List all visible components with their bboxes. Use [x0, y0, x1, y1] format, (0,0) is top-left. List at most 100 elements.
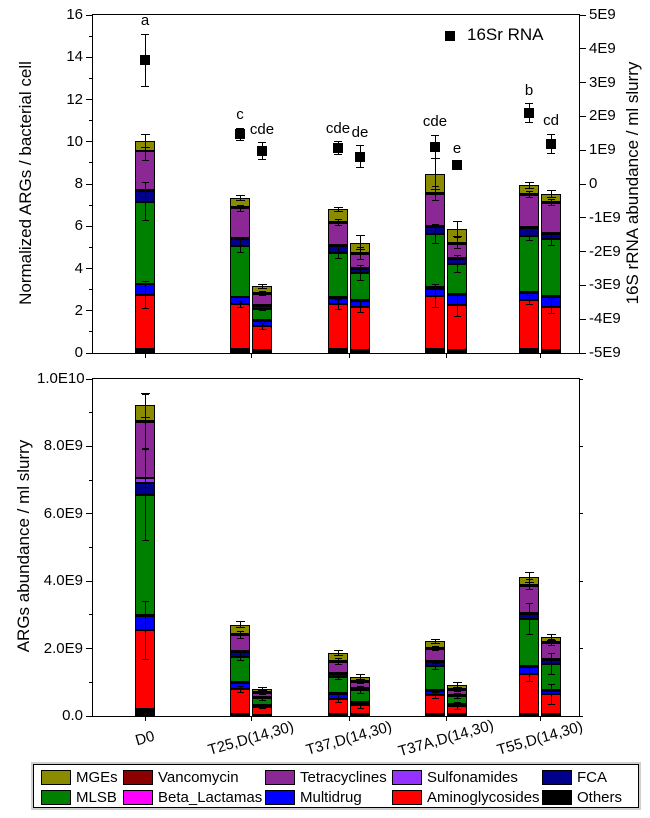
error-bar-cap [453, 692, 461, 694]
error-bar-line [434, 663, 436, 670]
error-bar-cap [334, 141, 342, 143]
error-bar-line [144, 393, 146, 418]
y-axis-tick-label: 10 [66, 132, 83, 150]
error-bar-cap [356, 265, 364, 267]
error-bar-cap [430, 189, 440, 191]
error-bar-cap [453, 254, 461, 256]
error-bar-line [434, 692, 436, 699]
error-bar-line [144, 449, 146, 541]
right-y-axis-tick [579, 48, 586, 50]
error-bar-line [261, 687, 263, 691]
error-bar-line [239, 205, 241, 212]
error-bar-cap [355, 674, 365, 676]
error-bar-cap [141, 539, 149, 541]
error-bar-cap [356, 280, 364, 282]
error-bar-line [239, 631, 241, 639]
error-bar-line [359, 247, 361, 260]
error-bar-line [337, 658, 339, 665]
error-bar-cap [431, 243, 439, 245]
legend-item: Others [542, 789, 638, 806]
x-axis-tick [539, 716, 541, 721]
legend-swatch-aminoglycosides [392, 789, 422, 805]
error-bar-cap [257, 689, 267, 691]
error-bar-cap [547, 232, 555, 234]
error-bar-line [144, 281, 146, 309]
error-bar-line [528, 191, 530, 198]
x-axis-tick [348, 716, 350, 721]
error-bar-cap [453, 294, 461, 296]
bar-segment-others [350, 714, 370, 717]
bar-segment-others [328, 348, 348, 353]
right-y-axis-tick [579, 149, 586, 151]
error-bar-line [144, 394, 146, 449]
error-bar-cap [334, 245, 342, 247]
error-bar-cap [141, 182, 149, 184]
error-bar-line [239, 301, 241, 308]
error-bar-cap [431, 646, 439, 648]
series-legend: MGEs Vancomycin Tetracyclines Sulfonamides F… [33, 764, 639, 808]
error-bar-cap [258, 328, 266, 330]
error-bar-cap [452, 682, 462, 684]
legend-label: Others [577, 788, 623, 806]
error-bar-line [528, 665, 530, 682]
error-bar-cap [524, 187, 534, 189]
error-bar-cap [356, 683, 364, 685]
right-y-axis-tick [579, 352, 586, 354]
right-y-axis-tick-label: 0 [589, 175, 598, 192]
bar-segment-beta_lactamas [328, 297, 348, 300]
rna-legend-marker [445, 31, 455, 41]
right-y-axis-tick [579, 284, 586, 286]
error-bar-cap [453, 247, 461, 249]
significance-letter: c [236, 106, 244, 124]
error-bar-cap [452, 220, 462, 222]
error-bar-cap [524, 182, 534, 184]
error-bar-cap [356, 145, 364, 147]
error-bar-line [434, 186, 436, 201]
error-bar-cap [524, 581, 534, 583]
error-bar-cap [356, 692, 364, 694]
error-bar-cap [236, 630, 244, 632]
error-bar-line [359, 686, 361, 694]
error-bar-cap [453, 687, 461, 689]
error-bar-cap [546, 634, 556, 636]
right-y-axis-tick-label: -3E9 [589, 276, 621, 294]
significance-letter: de [351, 123, 369, 141]
error-bar-cap [258, 322, 266, 324]
error-bar-line [337, 673, 339, 680]
bar-segment-others [447, 714, 467, 717]
legend-label: Aminoglycosides [427, 788, 540, 806]
error-bar-line [550, 684, 552, 705]
right-y-axis-tick-label: -5E9 [589, 344, 621, 361]
y-axis-minor-tick [89, 681, 93, 683]
error-bar-line [261, 696, 263, 701]
y-axis-tick-label: 14 [66, 48, 83, 66]
x-axis-tick [539, 353, 541, 358]
error-bar-cap [236, 637, 244, 639]
error-bar-line [528, 295, 530, 305]
error-bar-cap [524, 571, 534, 573]
bar-segment-tetracyclines [519, 194, 539, 228]
error-bar-cap [333, 654, 343, 656]
error-bar-cap [525, 103, 533, 105]
error-bar-cap [141, 220, 149, 222]
error-bar-cap [236, 652, 244, 654]
significance-letter: e [452, 139, 462, 157]
error-bar-line [456, 221, 458, 237]
bar-segment-others [135, 348, 155, 353]
bar-segment-others [230, 348, 250, 353]
y-axis-major-tick [86, 580, 93, 582]
error-bar-cap [236, 127, 244, 129]
error-bar-line [239, 686, 241, 693]
rna-legend-label: 16Sr RNA [467, 25, 544, 44]
error-bar-cap [258, 295, 266, 297]
error-bar-cap [258, 291, 266, 293]
legend-swatch-fca [542, 769, 572, 785]
y-axis-tick-label: 2 [74, 301, 83, 319]
y-axis-major-tick [86, 310, 93, 312]
error-bar-cap [334, 679, 342, 681]
error-bar-cap [546, 196, 556, 198]
error-bar-line [434, 646, 436, 651]
error-bar-line [528, 182, 530, 188]
error-bar-cap [431, 650, 439, 652]
error-bar-cap [141, 33, 149, 35]
